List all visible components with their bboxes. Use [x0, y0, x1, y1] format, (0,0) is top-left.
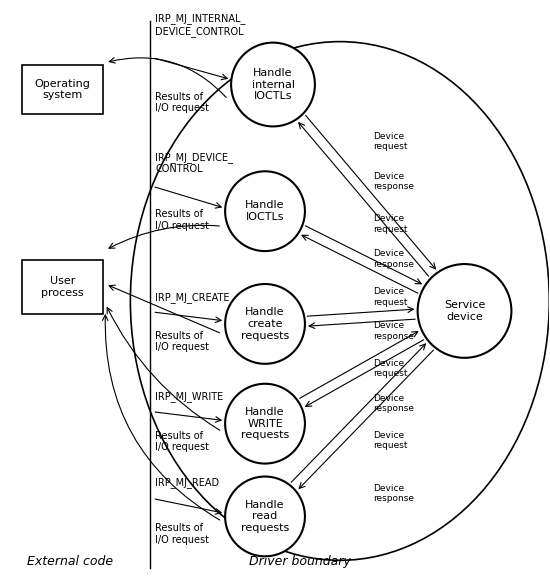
Text: User
process: User process: [41, 276, 84, 298]
Text: Device
request: Device request: [373, 359, 407, 379]
Text: Device
response: Device response: [373, 171, 414, 191]
Bar: [21, 260, 103, 314]
Text: Device
response: Device response: [373, 321, 414, 340]
Circle shape: [225, 384, 305, 464]
Text: Handle
internal
IOCTLs: Handle internal IOCTLs: [251, 68, 294, 101]
Text: Handle
read
requests: Handle read requests: [241, 500, 289, 533]
Text: External code: External code: [28, 555, 114, 569]
Text: Device
response: Device response: [373, 484, 414, 503]
Circle shape: [225, 171, 305, 251]
Text: Handle
IOCTLs: Handle IOCTLs: [245, 200, 285, 222]
Text: IRP_MJ_INTERNAL_
DEVICE_CONTROL: IRP_MJ_INTERNAL_ DEVICE_CONTROL: [155, 13, 246, 36]
Text: IRP_MJ_READ: IRP_MJ_READ: [155, 478, 219, 489]
Text: IRP_MJ_DEVICE_
CONTROL: IRP_MJ_DEVICE_ CONTROL: [155, 152, 233, 174]
Text: Results of
I/O request: Results of I/O request: [155, 209, 210, 231]
Text: IRP_MJ_CREATE: IRP_MJ_CREATE: [155, 292, 230, 303]
Text: Device
request: Device request: [373, 214, 407, 234]
Text: Results of
I/O request: Results of I/O request: [155, 331, 210, 353]
Text: Handle
create
requests: Handle create requests: [241, 307, 289, 340]
Text: IRP_MJ_WRITE: IRP_MJ_WRITE: [155, 391, 223, 402]
Bar: [21, 65, 103, 115]
Circle shape: [417, 264, 512, 358]
Text: Service
device: Service device: [444, 300, 485, 322]
Text: Device
response: Device response: [373, 394, 414, 413]
Text: Device
response: Device response: [373, 250, 414, 269]
Circle shape: [225, 477, 305, 556]
Text: Results of
I/O request: Results of I/O request: [155, 431, 210, 452]
Circle shape: [225, 284, 305, 364]
Circle shape: [231, 43, 315, 126]
Text: Operating
system: Operating system: [35, 79, 91, 100]
Text: Results of
I/O request: Results of I/O request: [155, 91, 210, 113]
Text: Handle
WRITE
requests: Handle WRITE requests: [241, 407, 289, 440]
Text: Device
request: Device request: [373, 431, 407, 450]
Text: Results of
I/O request: Results of I/O request: [155, 523, 210, 545]
Text: Driver boundary: Driver boundary: [249, 555, 351, 569]
Text: Device
request: Device request: [373, 131, 407, 151]
Text: Device
request: Device request: [373, 287, 407, 307]
